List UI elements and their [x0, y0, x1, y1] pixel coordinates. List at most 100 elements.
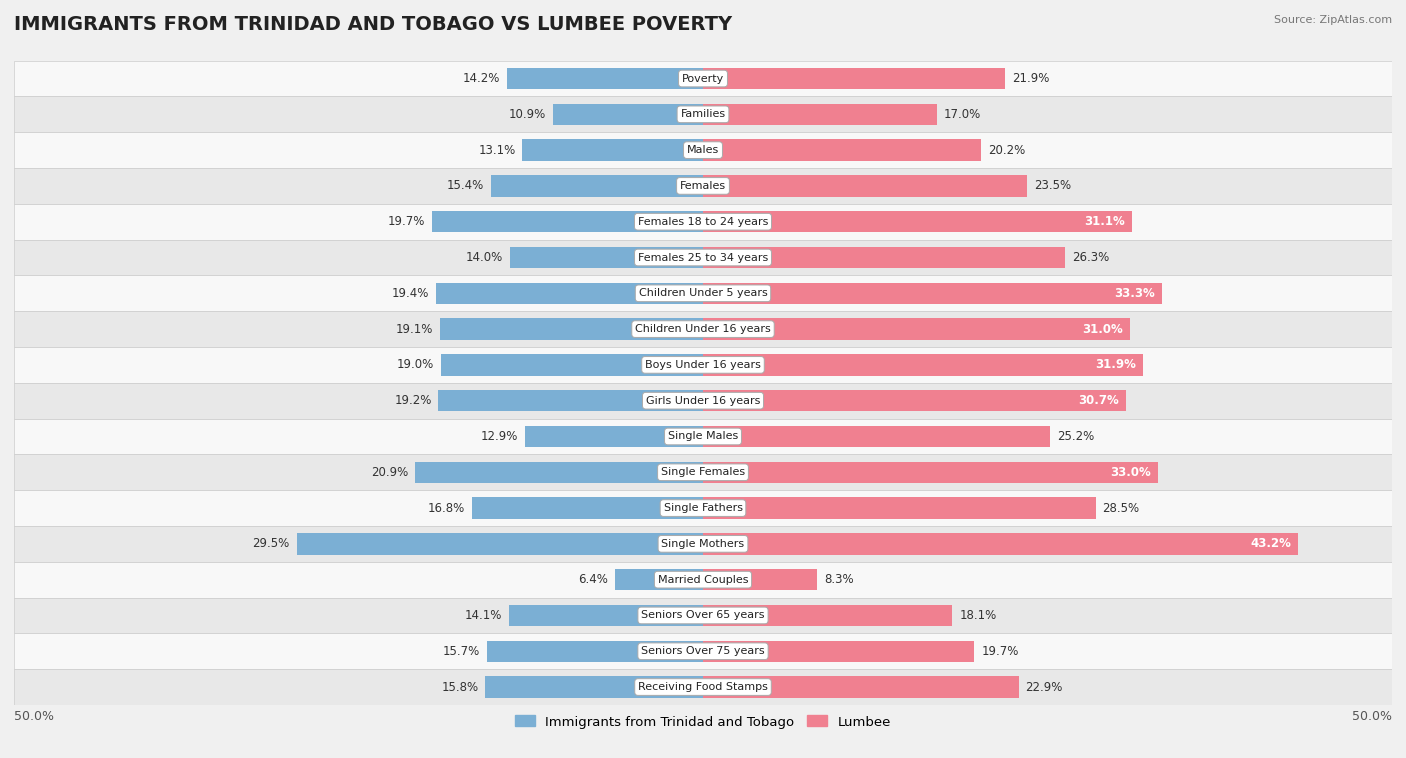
Text: 14.0%: 14.0% [465, 251, 503, 264]
Text: 15.4%: 15.4% [447, 180, 484, 193]
Bar [703, 354, 1143, 376]
Bar [415, 462, 703, 483]
Text: Seniors Over 75 years: Seniors Over 75 years [641, 647, 765, 656]
Text: Single Females: Single Females [661, 467, 745, 478]
Bar [703, 426, 1050, 447]
Text: 26.3%: 26.3% [1073, 251, 1109, 264]
Bar [14, 526, 1392, 562]
Bar [509, 605, 703, 626]
Bar [485, 676, 703, 698]
Bar [510, 247, 703, 268]
Bar [471, 497, 703, 518]
Text: 31.0%: 31.0% [1083, 323, 1123, 336]
Text: 50.0%: 50.0% [14, 710, 53, 723]
Text: 28.5%: 28.5% [1102, 502, 1140, 515]
Text: Children Under 16 years: Children Under 16 years [636, 324, 770, 334]
Text: 22.9%: 22.9% [1025, 681, 1063, 694]
Bar [703, 318, 1130, 340]
Text: Boys Under 16 years: Boys Under 16 years [645, 360, 761, 370]
Bar [14, 61, 1392, 96]
Bar [703, 104, 938, 125]
Text: Single Mothers: Single Mothers [661, 539, 745, 549]
Text: 20.2%: 20.2% [988, 143, 1025, 157]
Bar [491, 175, 703, 196]
Text: Single Males: Single Males [668, 431, 738, 441]
Legend: Immigrants from Trinidad and Tobago, Lumbee: Immigrants from Trinidad and Tobago, Lum… [509, 710, 897, 734]
Text: Females 18 to 24 years: Females 18 to 24 years [638, 217, 768, 227]
Bar [14, 383, 1392, 418]
Text: Source: ZipAtlas.com: Source: ZipAtlas.com [1274, 15, 1392, 25]
Text: 31.9%: 31.9% [1095, 359, 1136, 371]
Bar [703, 247, 1066, 268]
Bar [703, 390, 1126, 412]
Bar [553, 104, 703, 125]
Text: Children Under 5 years: Children Under 5 years [638, 288, 768, 299]
Text: Families: Families [681, 109, 725, 119]
Text: 19.2%: 19.2% [394, 394, 432, 407]
Text: 6.4%: 6.4% [578, 573, 607, 586]
Text: Seniors Over 65 years: Seniors Over 65 years [641, 610, 765, 621]
Bar [703, 569, 817, 590]
Text: 19.4%: 19.4% [391, 287, 429, 300]
Text: 33.3%: 33.3% [1114, 287, 1154, 300]
Text: 16.8%: 16.8% [427, 502, 464, 515]
Text: Girls Under 16 years: Girls Under 16 years [645, 396, 761, 406]
Bar [703, 605, 952, 626]
Bar [14, 418, 1392, 454]
Text: Single Fathers: Single Fathers [664, 503, 742, 513]
Bar [486, 641, 703, 662]
Bar [436, 283, 703, 304]
Text: Males: Males [688, 145, 718, 155]
Bar [526, 426, 703, 447]
Text: 29.5%: 29.5% [253, 537, 290, 550]
Bar [14, 597, 1392, 634]
Bar [703, 67, 1005, 89]
Text: 14.1%: 14.1% [464, 609, 502, 622]
Text: 19.7%: 19.7% [387, 215, 425, 228]
Text: 50.0%: 50.0% [1353, 710, 1392, 723]
Bar [14, 312, 1392, 347]
Text: 31.1%: 31.1% [1084, 215, 1125, 228]
Bar [14, 634, 1392, 669]
Text: 25.2%: 25.2% [1057, 430, 1094, 443]
Bar [14, 132, 1392, 168]
Text: 13.1%: 13.1% [478, 143, 516, 157]
Bar [703, 211, 1132, 233]
Text: 12.9%: 12.9% [481, 430, 519, 443]
Text: 33.0%: 33.0% [1111, 465, 1152, 479]
Bar [508, 67, 703, 89]
Text: 18.1%: 18.1% [959, 609, 997, 622]
Bar [432, 211, 703, 233]
Text: Married Couples: Married Couples [658, 575, 748, 584]
Text: 19.0%: 19.0% [396, 359, 434, 371]
Text: Receiving Food Stamps: Receiving Food Stamps [638, 682, 768, 692]
Bar [297, 533, 703, 555]
Bar [703, 497, 1095, 518]
Text: 19.1%: 19.1% [395, 323, 433, 336]
Text: 20.9%: 20.9% [371, 465, 408, 479]
Text: 14.2%: 14.2% [463, 72, 501, 85]
Bar [703, 283, 1161, 304]
Bar [703, 175, 1026, 196]
Text: 17.0%: 17.0% [945, 108, 981, 121]
Text: 30.7%: 30.7% [1078, 394, 1119, 407]
Text: 15.8%: 15.8% [441, 681, 478, 694]
Text: Females: Females [681, 181, 725, 191]
Text: 8.3%: 8.3% [824, 573, 853, 586]
Bar [14, 240, 1392, 275]
Bar [14, 204, 1392, 240]
Bar [441, 354, 703, 376]
Bar [703, 641, 974, 662]
Bar [440, 318, 703, 340]
Text: 15.7%: 15.7% [443, 645, 479, 658]
Bar [14, 275, 1392, 312]
Text: 43.2%: 43.2% [1250, 537, 1291, 550]
Bar [14, 454, 1392, 490]
Bar [14, 347, 1392, 383]
Bar [614, 569, 703, 590]
Text: 19.7%: 19.7% [981, 645, 1019, 658]
Text: 23.5%: 23.5% [1033, 180, 1071, 193]
Text: IMMIGRANTS FROM TRINIDAD AND TOBAGO VS LUMBEE POVERTY: IMMIGRANTS FROM TRINIDAD AND TOBAGO VS L… [14, 15, 733, 34]
Text: 10.9%: 10.9% [509, 108, 546, 121]
Bar [14, 669, 1392, 705]
